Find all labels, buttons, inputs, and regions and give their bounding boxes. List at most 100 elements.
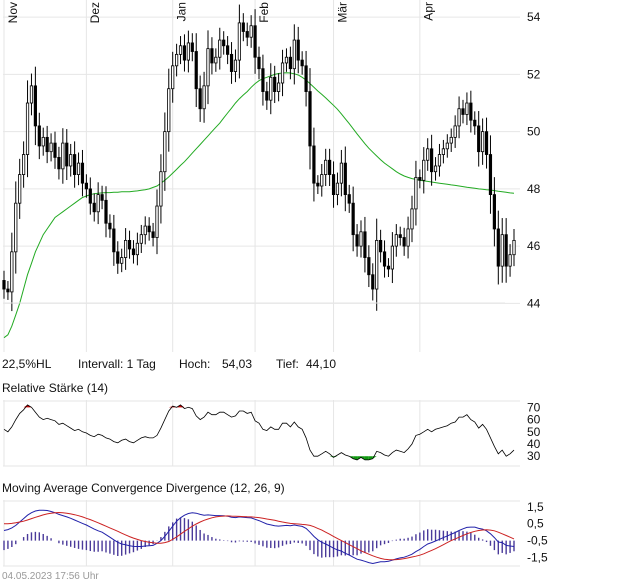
candle-body (25, 102, 30, 155)
candle-body (104, 199, 108, 224)
macd-title: Moving Average Convergence Divergence (1… (2, 481, 285, 495)
candle-body (355, 234, 359, 247)
candle-body (65, 142, 69, 167)
candle-body (347, 194, 351, 204)
candle-body (441, 148, 445, 155)
candle-body (484, 131, 489, 155)
candle-body (277, 82, 281, 92)
rsi-path (3, 404, 515, 461)
candle-body (414, 177, 418, 210)
candle-body (367, 257, 371, 276)
macd-tick-label: -0,5 (527, 534, 548, 548)
candle-body (292, 39, 296, 70)
candle-body (371, 274, 375, 290)
candle-body (418, 177, 422, 181)
rsi-threshold-fill (23, 404, 377, 460)
info-high-label: Hoch: (179, 357, 210, 371)
candle-body (202, 85, 206, 110)
candle-body (445, 142, 449, 150)
candle-body (253, 25, 257, 58)
macd-axis: 1,5 0,5 -0,5 -1,5 (527, 500, 548, 565)
rsi-oversold-area (353, 456, 358, 460)
candle-body (284, 56, 289, 64)
candle-body (394, 234, 398, 247)
month-label: Nov (6, 2, 20, 23)
candle-body (229, 53, 234, 72)
candle-body (461, 108, 465, 115)
price-tick-label: 46 (527, 239, 541, 253)
candle-body (45, 136, 49, 153)
info-low-value: 44,10 (306, 357, 336, 371)
candle-body (218, 39, 222, 58)
macd-line (3, 509, 515, 565)
rsi-oversold-area (368, 456, 373, 460)
candle-body (14, 202, 18, 253)
candle-body (131, 248, 136, 256)
candle-body (116, 251, 120, 264)
candle-body (124, 239, 128, 258)
candle-body (163, 131, 167, 173)
candle-body (194, 51, 198, 90)
candle-body (328, 159, 332, 175)
price-tick-label: 52 (527, 67, 541, 81)
info-high-value: 54,03 (222, 357, 252, 371)
macd-histogram (3, 517, 515, 558)
candle-body (304, 65, 308, 92)
candle-body (465, 102, 469, 115)
candle-body (496, 228, 500, 267)
rsi-title: Relative Stärke (14) (2, 381, 108, 395)
candle-body (206, 48, 210, 87)
candle-body (233, 59, 238, 72)
macd-lines (3, 509, 515, 565)
candle-body (398, 234, 402, 238)
month-label: Feb (257, 2, 271, 23)
candle-body (127, 239, 132, 250)
candle-body (449, 136, 453, 144)
candle-body (265, 91, 269, 101)
candle-body (18, 174, 22, 204)
candle-body (73, 154, 77, 175)
candle-body (100, 194, 104, 201)
rsi-grid (3, 400, 520, 467)
candle-body (500, 234, 504, 267)
macd-tick-label: -1,5 (527, 551, 548, 565)
candle-body (29, 85, 34, 104)
rsi-tick-label: 60 (527, 413, 541, 427)
candle-body (237, 22, 241, 61)
candle-body (280, 62, 285, 84)
candles (2, 4, 516, 312)
candle-body (182, 45, 187, 61)
candle-body (22, 154, 26, 175)
candle-body (175, 53, 179, 67)
candle-body (2, 280, 6, 290)
candle-body (386, 265, 391, 270)
candle-body (273, 76, 277, 92)
candle-body (135, 242, 139, 256)
candle-body (112, 228, 116, 253)
candle-body (41, 136, 45, 147)
candle-body (312, 145, 316, 184)
candle-body (375, 239, 379, 290)
month-label: Jan (174, 2, 188, 21)
info-low-label: Tief: (276, 357, 299, 371)
candle-body (190, 42, 194, 52)
candle-body (139, 234, 143, 244)
candle-body (84, 182, 88, 190)
candle-body (88, 188, 92, 204)
candle-body (320, 174, 324, 187)
candle-body (339, 162, 343, 184)
price-tick-label: 48 (527, 182, 541, 196)
candle-body (316, 182, 320, 187)
candle-body (469, 102, 473, 121)
candle-body (10, 251, 14, 293)
candle-body (269, 76, 273, 101)
candle-body (508, 254, 512, 267)
candle-body (96, 194, 100, 213)
candle-body (61, 142, 65, 170)
candle-body (457, 108, 461, 127)
candle-body (300, 59, 304, 67)
candle-body (245, 31, 249, 38)
candle-body (410, 208, 414, 230)
candle-body (69, 154, 73, 167)
